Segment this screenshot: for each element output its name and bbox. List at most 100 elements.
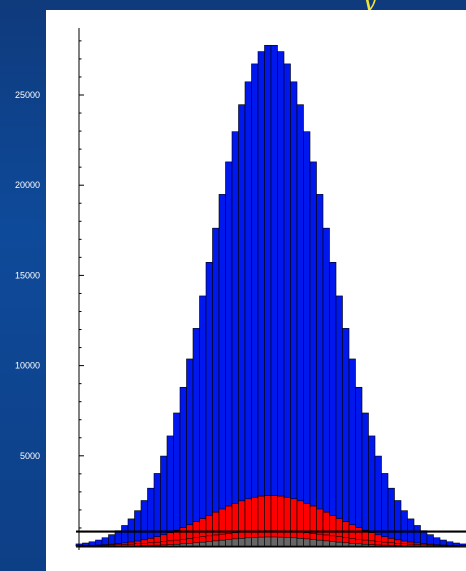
bar-series0-bin48 bbox=[387, 487, 395, 547]
bar-series3-bin26 bbox=[244, 537, 252, 547]
bar-series0-bin36 bbox=[309, 161, 317, 547]
bar-series3-bin44 bbox=[361, 543, 369, 547]
bar-series3-bin21 bbox=[212, 540, 220, 547]
bar-series3-bin24 bbox=[231, 538, 239, 547]
bar-series0-bin22 bbox=[218, 194, 226, 547]
bar-series3-bin22 bbox=[218, 539, 226, 547]
bar-series0-bin20 bbox=[205, 261, 213, 547]
bar-series3-bin17 bbox=[186, 543, 194, 547]
y-tick-label-15000: 15000 bbox=[15, 270, 40, 280]
bar-series0-bin19 bbox=[199, 295, 207, 547]
bar-series0-bin39 bbox=[329, 261, 337, 547]
bar-series3-bin45 bbox=[368, 544, 376, 547]
y-tick-label-20000: 20000 bbox=[15, 180, 40, 190]
bars-layer bbox=[75, 44, 466, 547]
bar-series3-bin16 bbox=[179, 543, 187, 547]
bar-series0-bin17 bbox=[186, 358, 194, 547]
bar-series3-bin12 bbox=[153, 544, 161, 547]
y-tick-label-25000: 25000 bbox=[15, 90, 40, 100]
bar-series0-bin9 bbox=[134, 510, 142, 547]
bar-series3-bin30 bbox=[270, 536, 278, 547]
bar-series0-bin32 bbox=[283, 63, 291, 547]
bar-series0-bin43 bbox=[355, 386, 363, 547]
bar-series3-bin28 bbox=[257, 536, 265, 547]
slide-title-fragment: y bbox=[362, 0, 377, 15]
bar-series0-bin42 bbox=[348, 358, 356, 547]
bar-series3-bin32 bbox=[283, 537, 291, 547]
bar-series2-bin51 bbox=[407, 543, 415, 547]
bar-series0-bin27 bbox=[251, 63, 259, 547]
bar-series0-bin44 bbox=[361, 412, 369, 547]
bar-series3-bin14 bbox=[166, 544, 174, 547]
bar-series0-bin45 bbox=[368, 435, 376, 547]
bar-series3-bin37 bbox=[316, 539, 324, 547]
bar-series2-bin52 bbox=[413, 544, 421, 547]
bar-series2-bin5 bbox=[108, 544, 116, 547]
bar-series2-bin50 bbox=[400, 543, 408, 547]
bar-series3-bin46 bbox=[374, 544, 382, 547]
bar-series3-bin33 bbox=[290, 537, 298, 547]
y-tick-label-10000: 10000 bbox=[15, 361, 40, 371]
bar-series0-bin38 bbox=[322, 227, 330, 547]
bar-series3-bin23 bbox=[225, 539, 233, 547]
bar-series3-bin29 bbox=[264, 536, 272, 547]
bar-series0-bin28 bbox=[257, 51, 265, 547]
bar-series0-bin24 bbox=[231, 131, 239, 547]
bar-series0-bin14 bbox=[166, 435, 174, 547]
bar-series3-bin34 bbox=[296, 537, 304, 547]
bar-series0-bin18 bbox=[192, 328, 200, 547]
bar-series2-bin56 bbox=[439, 545, 447, 547]
bar-series2-bin54 bbox=[426, 544, 434, 547]
bar-series0-bin26 bbox=[244, 81, 252, 547]
bar-series0-bin10 bbox=[140, 500, 148, 547]
bar-series3-bin41 bbox=[342, 542, 350, 547]
bar-series3-bin15 bbox=[173, 543, 181, 547]
bar-series0-bin34 bbox=[296, 104, 304, 547]
bar-series0-bin33 bbox=[290, 81, 298, 547]
y-tick-labels: 5000 10000 15000 20000 25000 bbox=[15, 90, 40, 461]
bar-series2-bin8 bbox=[127, 543, 135, 547]
bar-series3-bin31 bbox=[277, 536, 285, 547]
bar-series3-bin19 bbox=[199, 541, 207, 547]
bar-series0-bin16 bbox=[179, 386, 187, 547]
bar-series3-bin25 bbox=[238, 537, 246, 547]
bar-series0-bin41 bbox=[342, 328, 350, 547]
bar-series0-bin35 bbox=[303, 131, 311, 547]
bar-series0-bin23 bbox=[225, 161, 233, 547]
bar-series2-bin53 bbox=[420, 544, 428, 547]
bar-series3-bin48 bbox=[387, 545, 395, 547]
bar-series0-bin37 bbox=[316, 194, 324, 547]
bar-series3-bin39 bbox=[329, 541, 337, 547]
bar-series3-bin20 bbox=[205, 541, 213, 547]
bar-series2-bin9 bbox=[134, 543, 142, 547]
bar-series0-bin40 bbox=[335, 295, 343, 547]
bar-series2-bin3 bbox=[95, 545, 103, 547]
bar-series3-bin18 bbox=[192, 542, 200, 547]
bar-series2-bin7 bbox=[121, 544, 129, 547]
y-axis bbox=[78, 28, 84, 550]
bar-series0-bin11 bbox=[147, 487, 155, 547]
reference-line-layer bbox=[76, 530, 466, 548]
bar-series3-bin35 bbox=[303, 538, 311, 547]
bar-series3-bin40 bbox=[335, 541, 343, 547]
bar-series2-bin4 bbox=[101, 544, 109, 547]
bar-series3-bin13 bbox=[160, 544, 168, 547]
bar-series3-bin42 bbox=[348, 543, 356, 547]
bar-series3-bin38 bbox=[322, 540, 330, 547]
bar-series3-bin11 bbox=[147, 545, 155, 547]
bar-series0-bin50 bbox=[400, 510, 408, 547]
y-tick-label-5000: 5000 bbox=[20, 451, 40, 461]
bar-series0-bin47 bbox=[381, 473, 389, 547]
bar-series3-bin36 bbox=[309, 539, 317, 547]
bar-series3-bin43 bbox=[355, 543, 363, 547]
bar-series0-bin31 bbox=[277, 51, 285, 547]
bar-series2-bin6 bbox=[114, 544, 122, 547]
bar-series0-bin29 bbox=[264, 44, 272, 547]
bar-series3-bin47 bbox=[381, 544, 389, 547]
bar-series2-bin55 bbox=[433, 544, 441, 547]
bar-series0-bin21 bbox=[212, 227, 220, 547]
bar-series0-bin15 bbox=[173, 412, 181, 547]
bar-series3-bin27 bbox=[251, 537, 259, 547]
bar-series0-bin49 bbox=[394, 500, 402, 547]
